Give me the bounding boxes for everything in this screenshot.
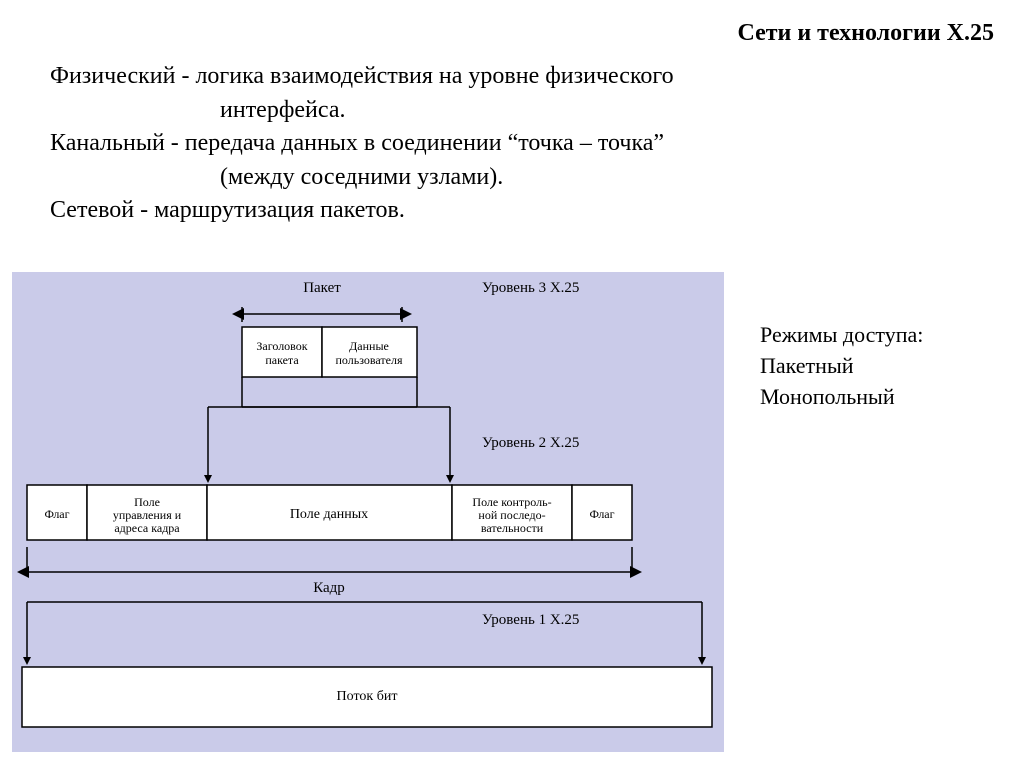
frame-label: Кадр	[313, 580, 345, 596]
packet-label: Пакет	[303, 280, 341, 296]
cell-label: управления и	[113, 508, 182, 522]
side-text: Режимы доступа: Пакетный Монопольный	[760, 320, 923, 412]
cell-label: Флаг	[44, 507, 69, 521]
cell-label: пакета	[265, 353, 299, 367]
cell-label: адреса кадра	[114, 521, 180, 535]
cell-label: Флаг	[589, 507, 614, 521]
body-line: (между соседними узлами).	[220, 161, 950, 195]
body-line: Сетевой - маршрутизация пакетов.	[50, 194, 950, 228]
level1-label: Уровень 1 X.25	[482, 612, 579, 628]
cell-label: Поле	[134, 495, 160, 509]
body-line: Физический - логика взаимодействия на ур…	[50, 60, 950, 94]
page-title: Сети и технологии X.25	[737, 20, 994, 47]
body-line: интерфейса.	[220, 94, 950, 128]
cell-label: Поле контроль-	[472, 495, 551, 509]
level2-label: Уровень 2 X.25	[482, 435, 579, 451]
cell-label: Заголовок	[256, 339, 307, 353]
body-line: Канальный - передача данных в соединении…	[50, 127, 950, 161]
diagram: Пакет Уровень 3 X.25 Заголовок пакета Да…	[12, 272, 724, 752]
level3-label: Уровень 3 X.25	[482, 280, 579, 296]
side-line: Режимы доступа:	[760, 320, 923, 351]
cell-label: ной последо-	[478, 508, 545, 522]
cell-label: Поле данных	[290, 507, 368, 522]
cell-label: Поток бит	[337, 689, 398, 704]
cell-label: Данные	[349, 339, 389, 353]
body-text: Физический - логика взаимодействия на ур…	[50, 60, 950, 228]
side-line: Пакетный	[760, 351, 923, 382]
cell-label: пользователя	[336, 353, 403, 367]
cell-label: вательности	[481, 521, 544, 535]
side-line: Монопольный	[760, 382, 923, 413]
